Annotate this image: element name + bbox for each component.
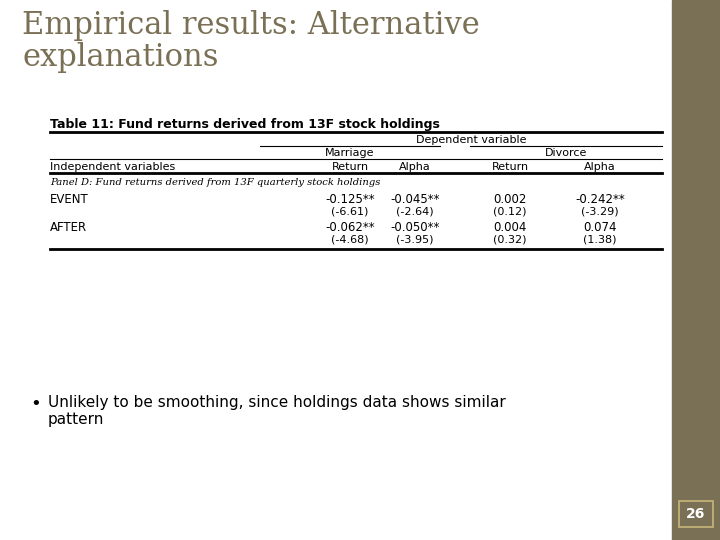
Text: 0.074: 0.074 [583, 221, 617, 234]
Text: Return: Return [492, 162, 528, 172]
Text: Alpha: Alpha [399, 162, 431, 172]
Text: -0.050**: -0.050** [390, 221, 440, 234]
Text: (0.12): (0.12) [493, 206, 527, 216]
Text: (-3.29): (-3.29) [581, 206, 618, 216]
Text: (-6.61): (-6.61) [331, 206, 369, 216]
Text: (-3.95): (-3.95) [396, 234, 433, 244]
Text: Empirical results: Alternative: Empirical results: Alternative [22, 10, 480, 41]
FancyBboxPatch shape [679, 501, 713, 527]
Text: (-4.68): (-4.68) [331, 234, 369, 244]
Text: Alpha: Alpha [584, 162, 616, 172]
Text: -0.045**: -0.045** [390, 193, 440, 206]
Text: Unlikely to be smoothing, since holdings data shows similar: Unlikely to be smoothing, since holdings… [48, 395, 505, 410]
Text: Divorce: Divorce [545, 148, 588, 158]
Text: -0.125**: -0.125** [325, 193, 375, 206]
Text: Return: Return [331, 162, 369, 172]
Text: 0.002: 0.002 [493, 193, 527, 206]
Text: (1.38): (1.38) [583, 234, 617, 244]
Text: (0.32): (0.32) [493, 234, 527, 244]
Text: -0.062**: -0.062** [325, 221, 375, 234]
Text: 0.004: 0.004 [493, 221, 527, 234]
Text: Panel D: Fund returns derived from 13F quarterly stock holdings: Panel D: Fund returns derived from 13F q… [50, 178, 380, 187]
Bar [672, 0, 720, 540]
Text: explanations: explanations [22, 42, 218, 73]
Text: (-2.64): (-2.64) [396, 206, 434, 216]
Text: -0.242**: -0.242** [575, 193, 625, 206]
Text: 26: 26 [686, 507, 706, 521]
Text: •: • [30, 395, 41, 413]
Text: pattern: pattern [48, 412, 104, 427]
Text: Table 11: Fund returns derived from 13F stock holdings: Table 11: Fund returns derived from 13F … [50, 118, 440, 131]
Text: Independent variables: Independent variables [50, 162, 175, 172]
Text: AFTER: AFTER [50, 221, 87, 234]
Text: Marriage: Marriage [325, 148, 374, 158]
Text: Dependent variable: Dependent variable [415, 135, 526, 145]
Text: EVENT: EVENT [50, 193, 89, 206]
